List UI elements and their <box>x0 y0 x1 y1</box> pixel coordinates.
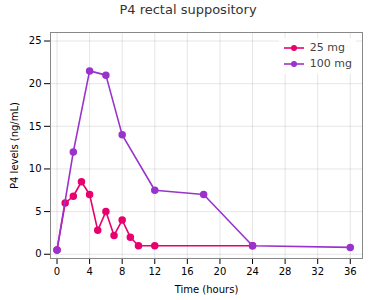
svg-text:0: 0 <box>35 248 41 259</box>
svg-text:P4 levels (ng/mL): P4 levels (ng/mL) <box>9 102 20 189</box>
svg-text:8: 8 <box>119 266 125 277</box>
svg-text:28: 28 <box>279 266 292 277</box>
svg-text:24: 24 <box>246 266 259 277</box>
svg-text:20: 20 <box>29 78 42 89</box>
svg-text:Time (hours): Time (hours) <box>174 284 239 295</box>
svg-text:5: 5 <box>35 206 41 217</box>
html-text:100 mg: 100 mg <box>309 57 352 70</box>
svg-text:25: 25 <box>29 35 42 46</box>
svg-text:20: 20 <box>214 266 227 277</box>
svg-text:12: 12 <box>148 266 161 277</box>
svg-text:4: 4 <box>86 266 92 277</box>
svg-text:15: 15 <box>29 121 42 132</box>
html-text:25 mg: 25 mg <box>309 41 345 54</box>
html-text:P4 rectal suppository: P4 rectal suppository <box>119 2 257 17</box>
svg-text:0: 0 <box>54 266 60 277</box>
svg-text:36: 36 <box>344 266 357 277</box>
svg-text:10: 10 <box>29 163 42 174</box>
svg-text:32: 32 <box>311 266 324 277</box>
svg-text:16: 16 <box>181 266 194 277</box>
